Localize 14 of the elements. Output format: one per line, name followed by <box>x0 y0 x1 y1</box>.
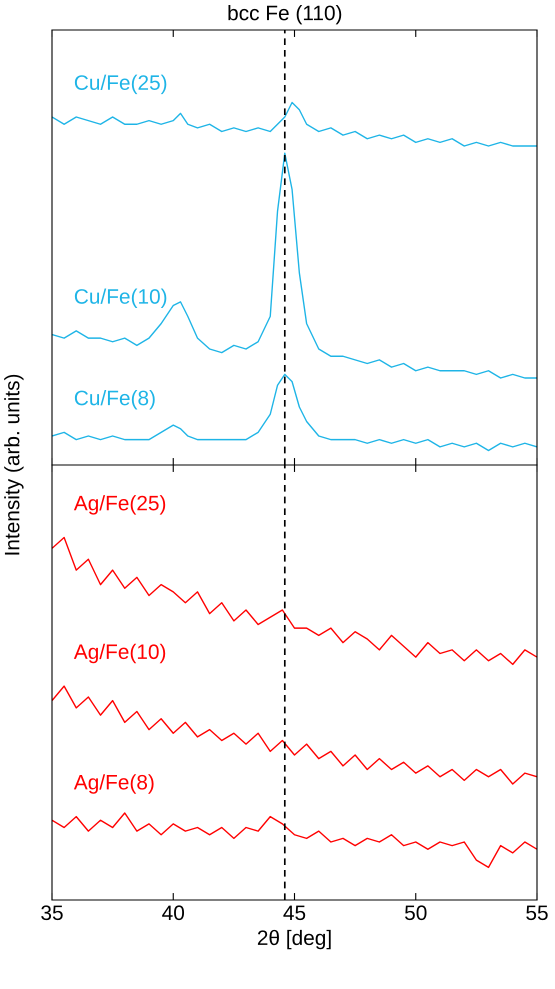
series-label: Cu/Fe(25) <box>74 74 166 94</box>
x-axis-title: 2θ [deg] <box>258 930 331 950</box>
x-tick-label: 40 <box>162 905 184 920</box>
series-label: Ag/Fe(8) <box>74 774 154 794</box>
x-tick-label: 35 <box>41 905 63 920</box>
x-tick-label: 50 <box>405 905 427 920</box>
series-label: Cu/Fe(10) <box>74 288 166 308</box>
series-label: Ag/Fe(25) <box>74 495 166 515</box>
ref-line-label: bcc Fe (110) <box>228 5 342 24</box>
series-label: Cu/Fe(8) <box>74 390 155 410</box>
x-tick-label: 45 <box>283 906 306 920</box>
x-tick-label: 55 <box>526 906 548 920</box>
series-label: Ag/Fe(10) <box>74 644 166 664</box>
y-axis-title: Intensity (arb. units) <box>4 374 24 555</box>
